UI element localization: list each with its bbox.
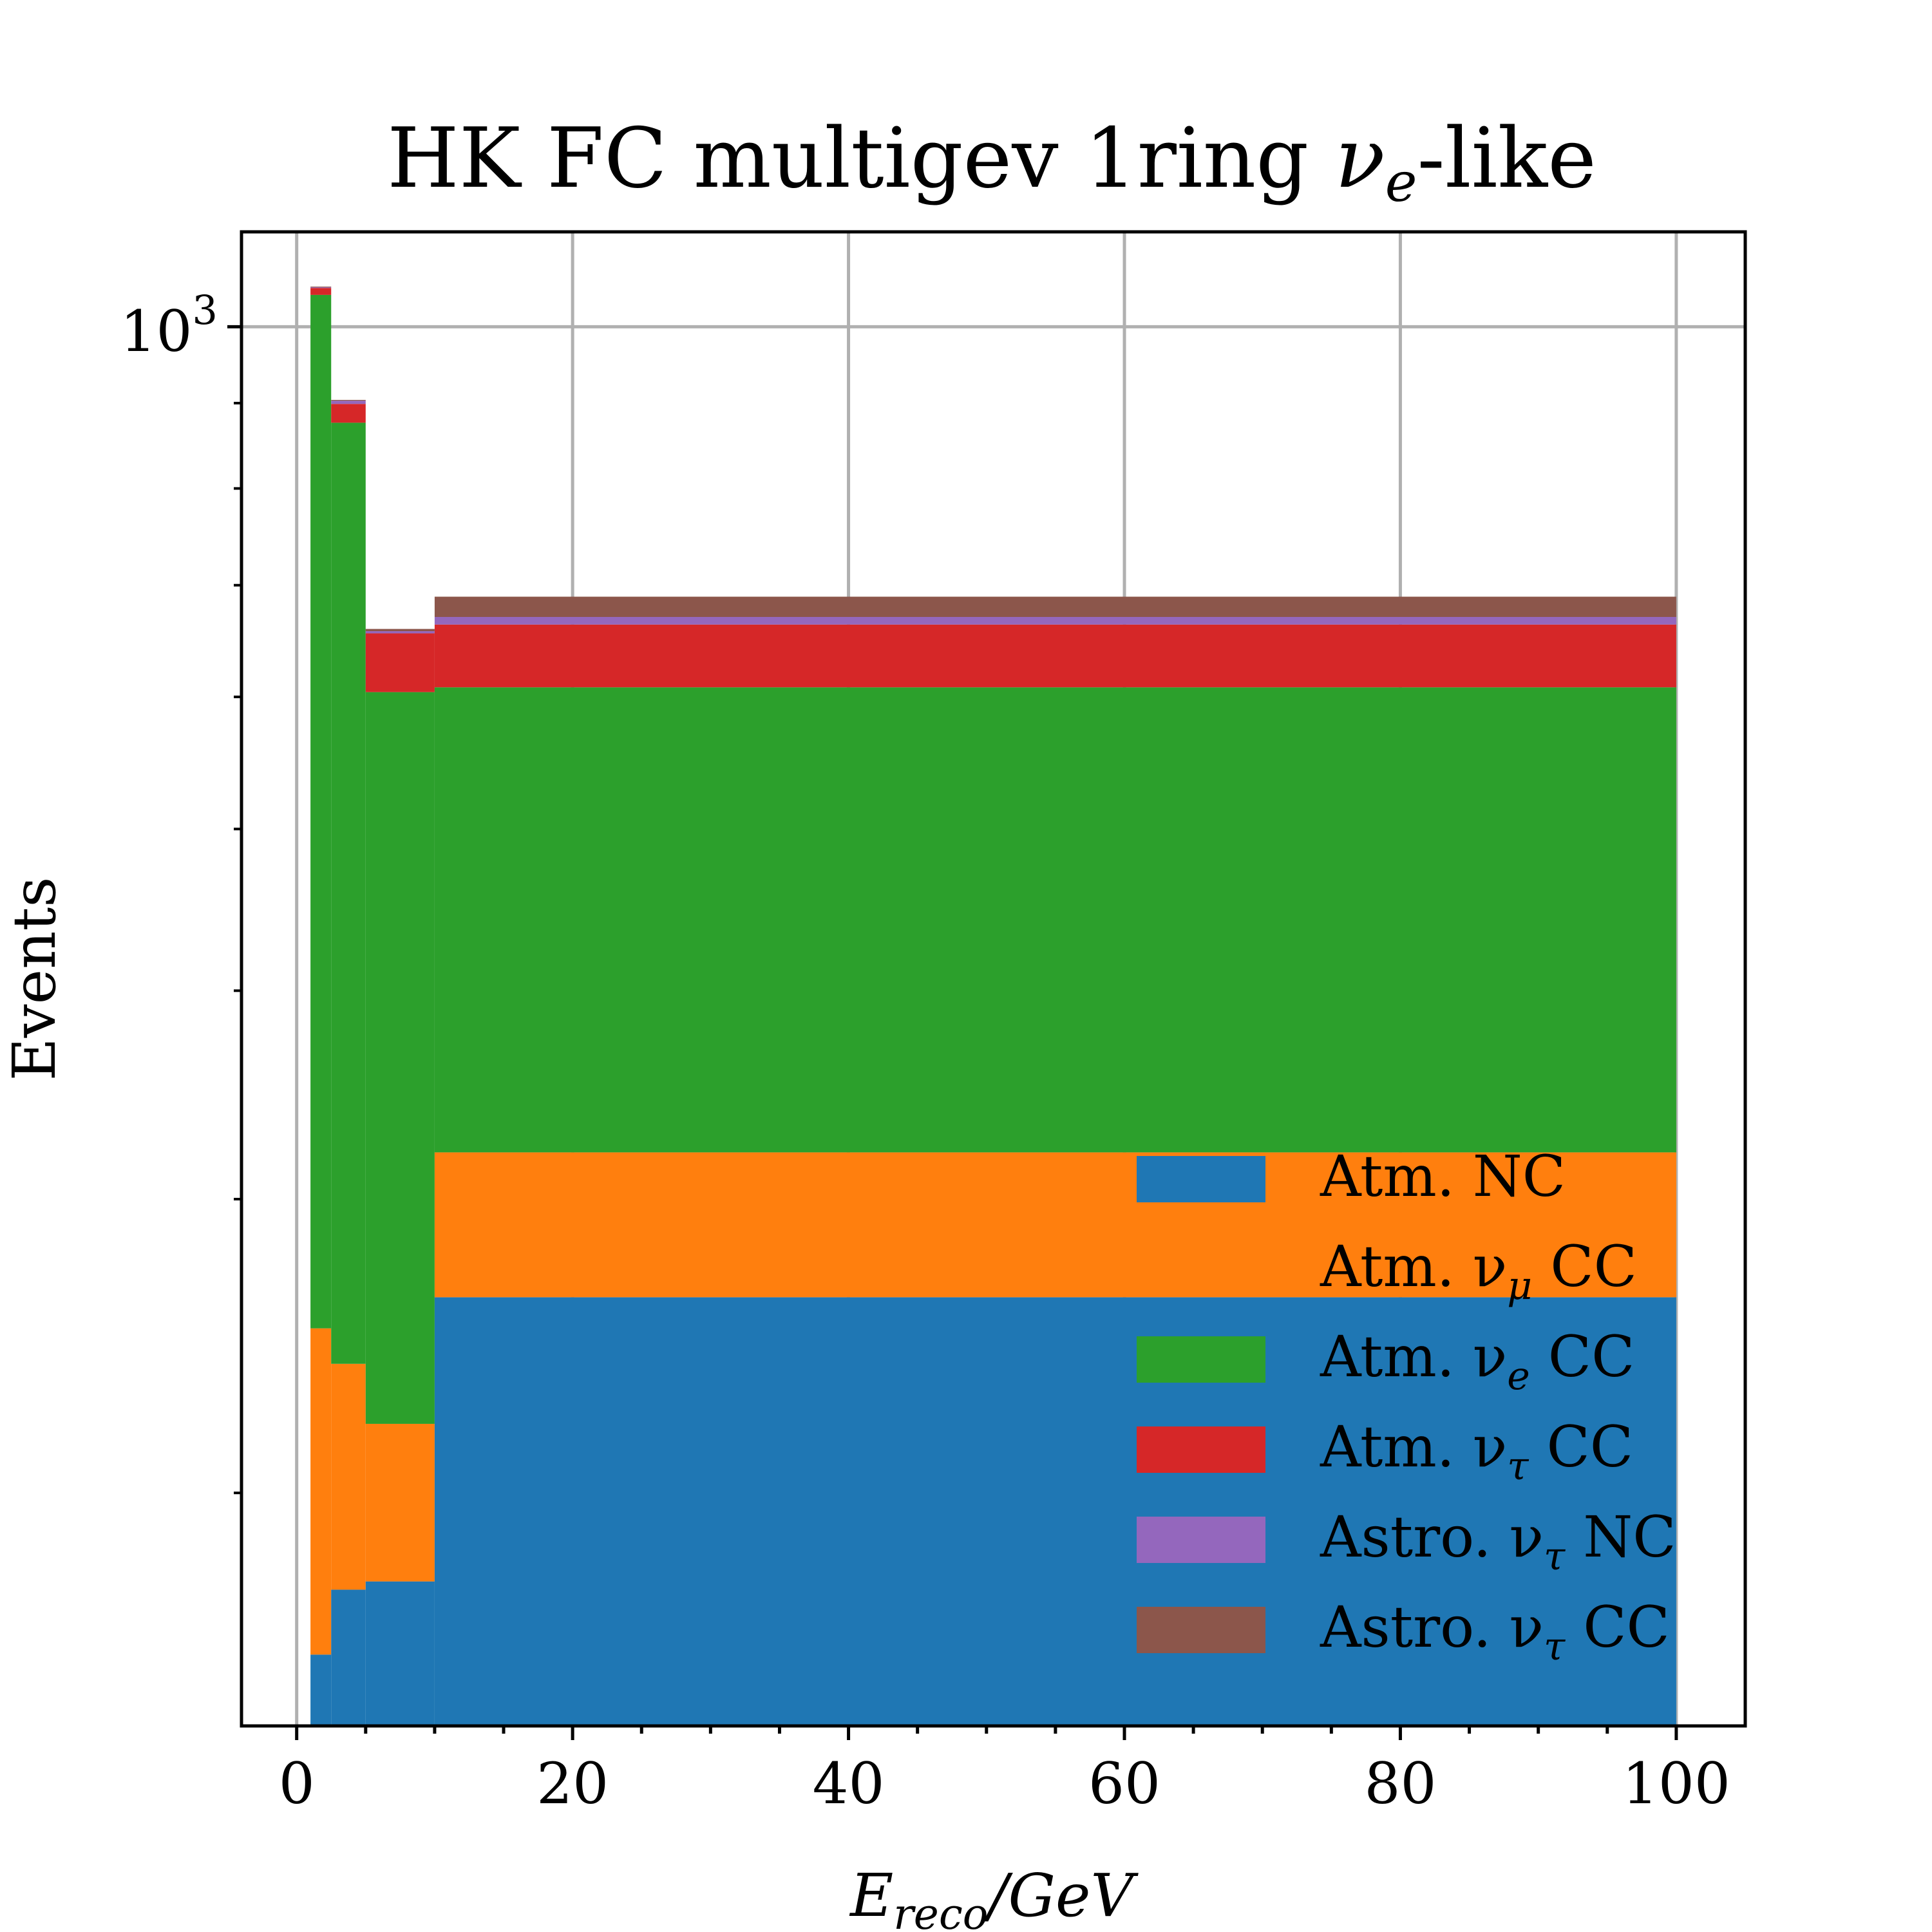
x-tick-label-20: 20 [536,1750,609,1817]
bar-series-1-bin-0 [310,1328,332,1655]
plot-frame [240,230,1747,1728]
bar-series-3-bin-3 [434,624,1676,688]
bar-series-2-bin-1 [331,422,366,1364]
legend-label-5: Astro. ντ CC [1320,1594,1670,1669]
legend-swatch-0 [1137,1156,1265,1202]
bar-series-2-bin-2 [365,692,435,1424]
legend-swatch-5 [1137,1607,1265,1653]
bar-series-1-bin-1 [331,1363,366,1590]
bar-series-0-bin-3 [434,1297,1676,1726]
bar-series-3-bin-0 [310,288,332,295]
x-tick-label-40: 40 [813,1750,885,1817]
bar-series-4-bin-2 [365,631,435,634]
legend-swatch-4 [1137,1517,1265,1563]
bar-series-0-bin-2 [365,1581,435,1726]
legend-swatch-1 [1137,1246,1265,1293]
x-axis-label: Ereco/GeV [849,1861,1139,1932]
bar-series-5-bin-1 [331,399,366,401]
bar-series-2-bin-3 [434,687,1676,1153]
bar-series-4-bin-3 [434,616,1676,625]
y-axis-label: Events [0,876,69,1081]
legend-label-2: Atm. νe CC [1320,1323,1634,1399]
bar-series-5-bin-2 [365,629,435,632]
legend-label-4: Astro. ντ NC [1320,1504,1676,1579]
y-tick-label-1000: 103 [120,287,218,365]
bar-series-0-bin-0 [310,1654,332,1726]
x-tick-label-0: 0 [279,1750,315,1817]
bar-series-1-bin-2 [365,1423,435,1582]
bar-series-4-bin-0 [310,287,332,289]
bar-series-1-bin-3 [434,1152,1676,1298]
x-tick-label-60: 60 [1088,1750,1160,1817]
legend-label-0: Atm. NC [1320,1143,1566,1209]
bar-series-4-bin-1 [331,401,366,404]
bar-series-3-bin-2 [365,633,435,692]
legend-label-1: Atm. νμ CC [1320,1233,1637,1309]
legend: Atm. NC Atm. νμ CC Atm. νe CC Atm. ντ CC Ast… [1137,1143,1676,1669]
x-tick-label-80: 80 [1364,1750,1436,1817]
bar-series-5-bin-3 [434,596,1676,617]
bar-series-0-bin-1 [331,1589,366,1726]
legend-swatch-3 [1137,1426,1265,1473]
x-tick-label-100: 100 [1622,1750,1730,1817]
chart-title: HK FC multigev 1ring νe-like [387,111,1596,214]
legend-label-3: Atm. ντ CC [1320,1414,1633,1489]
bar-series-3-bin-1 [331,404,366,423]
stacked-bars [310,287,1676,1726]
legend-swatch-2 [1137,1336,1265,1383]
axis-ticks: 0 20 40 60 80 100 [227,325,1730,1817]
bar-series-2-bin-0 [310,294,332,1329]
